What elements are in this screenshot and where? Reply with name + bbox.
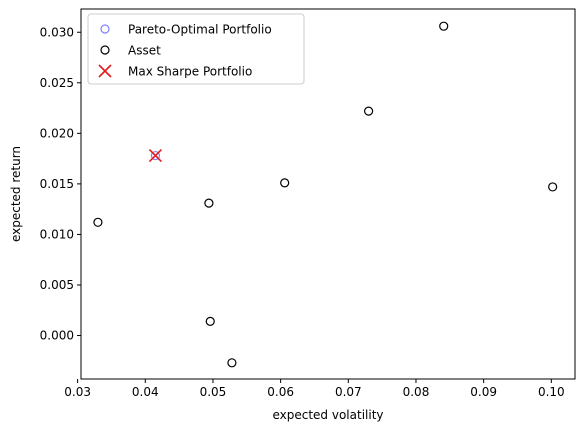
asset-point [93,217,103,227]
x-tick-label: 0.08 [403,385,430,399]
x-tick-label: 0.06 [267,385,294,399]
asset-point [204,198,214,208]
y-tick-label: 0.005 [40,278,74,292]
x-tick-label: 0.05 [200,385,227,399]
y-axis-label: expected return [9,146,23,242]
asset-point [280,178,290,188]
legend-label-asset: Asset [128,44,161,58]
x-tick-label: 0.04 [132,385,159,399]
y-tick-label: 0.020 [40,126,74,140]
legend: Pareto-Optimal Portfolio Asset Max Sharpe … [87,13,305,85]
asset-point [227,358,237,368]
x-axis-ticks: 0.03 0.04 0.05 0.06 0.07 0.08 0.09 0.10 [64,379,565,399]
y-tick-label: 0.010 [40,227,74,241]
axes-frame [80,8,576,380]
x-tick-label: 0.03 [64,385,91,399]
legend-box [87,13,305,85]
asset-point [439,21,449,31]
y-tick-label: 0.025 [40,76,74,90]
y-axis-ticks: 0.000 0.005 0.010 0.015 0.020 0.025 0.030 [40,25,81,343]
y-tick-label: 0.000 [40,329,74,343]
x-tick-label: 0.07 [335,385,362,399]
y-tick-label: 0.015 [40,177,74,191]
legend-marker-asset [100,45,110,55]
x-tick-label: 0.10 [538,385,565,399]
y-tick-label: 0.030 [40,25,74,39]
x-tick-label: 0.09 [470,385,497,399]
data-points [93,21,558,368]
max-sharpe-portfolio-point [148,149,163,163]
x-axis-label: expected volatility [272,408,383,422]
asset-point [548,182,558,192]
legend-marker-max-sharpe-portfolio [98,64,112,78]
legend-label-max-sharpe-portfolio: Max Sharpe Portfolio [128,65,252,79]
asset-point [205,316,215,326]
legend-marker-pareto-optimal-portfolio [100,24,110,34]
pareto-optimal-portfolio-point [150,150,161,161]
legend-label-pareto-optimal-portfolio: Pareto-Optimal Portfolio [128,23,272,37]
asset-point [364,106,374,116]
